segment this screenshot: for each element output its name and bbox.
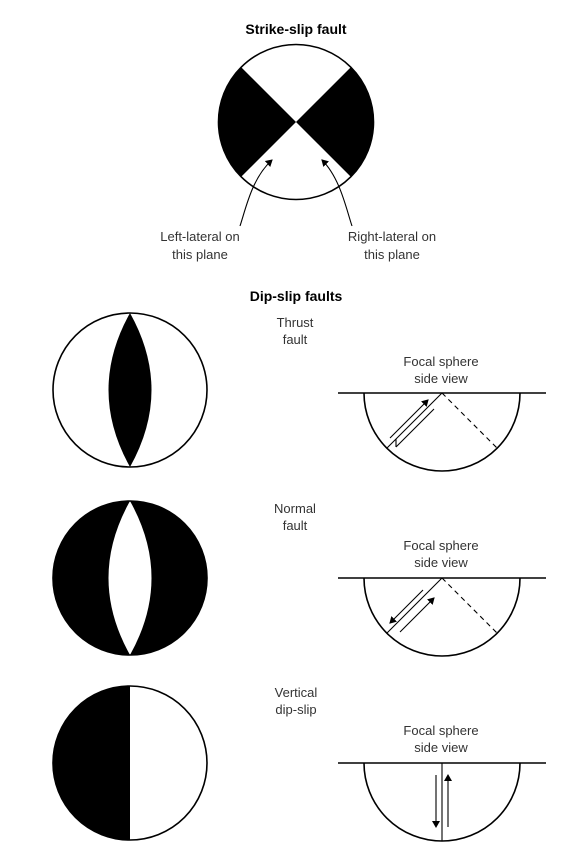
thrust-hanging-wall-arrow xyxy=(389,399,429,439)
left-lateral-arrow xyxy=(239,159,273,227)
thrust-auxiliary-plane xyxy=(441,392,498,449)
normal-outline xyxy=(52,500,208,656)
thrust-side-view: Focal sphere side view xyxy=(338,354,546,472)
vertical-beachball xyxy=(52,685,208,841)
normal-auxiliary-plane xyxy=(441,577,498,634)
vertical-outline xyxy=(52,685,208,841)
normal-side-view-label-line2: side view xyxy=(414,555,468,570)
thrust-side-view-label-line2: side view xyxy=(414,371,468,386)
vertical-label-line2: dip-slip xyxy=(275,702,316,717)
normal-side-view: Focal sphere side view xyxy=(338,538,546,657)
vertical-side-view-label-line2: side view xyxy=(414,740,468,755)
thrust-fault-plane xyxy=(386,392,443,449)
thrust-footwall-shaft xyxy=(395,408,435,448)
strike-slip-right-quadrant xyxy=(296,67,374,177)
thrust-label-line1: Thrust xyxy=(277,315,314,330)
right-lateral-arrow xyxy=(321,159,353,227)
right-lateral-label-line2: this plane xyxy=(364,247,420,262)
normal-side-view-label-line1: Focal sphere xyxy=(403,538,478,553)
normal-hanging-wall-arrow xyxy=(389,589,424,624)
normal-label-line2: fault xyxy=(283,518,308,533)
thrust-side-view-label-line1: Focal sphere xyxy=(403,354,478,369)
left-lateral-label-line2: this plane xyxy=(172,247,228,262)
right-lateral-label-line1: Right-lateral on xyxy=(348,229,436,244)
left-lateral-label-line1: Left-lateral on xyxy=(160,229,240,244)
strike-slip-beachball xyxy=(217,43,375,201)
thrust-outline xyxy=(52,312,208,468)
normal-beachball xyxy=(52,500,208,656)
normal-fault-plane xyxy=(386,577,443,634)
strike-slip-outline xyxy=(217,43,375,201)
vertical-compression-half xyxy=(53,686,130,840)
normal-footwall-arrow xyxy=(399,597,435,633)
normal-focal-hemisphere xyxy=(363,577,521,657)
normal-label-line1: Normal xyxy=(274,501,316,516)
thrust-label-line2: fault xyxy=(283,332,308,347)
strike-slip-title: Strike-slip fault xyxy=(245,21,346,37)
vertical-side-view: Focal sphere side view xyxy=(338,723,546,842)
vertical-side-view-label-line1: Focal sphere xyxy=(403,723,478,738)
dip-slip-title: Dip-slip faults xyxy=(250,288,343,304)
strike-slip-left-quadrant xyxy=(218,67,296,177)
thrust-compression-lens xyxy=(108,313,152,467)
normal-dilatation-lens xyxy=(108,501,152,655)
vertical-label-line1: Vertical xyxy=(275,685,318,700)
thrust-beachball xyxy=(52,312,208,468)
thrust-focal-hemisphere xyxy=(363,392,521,472)
